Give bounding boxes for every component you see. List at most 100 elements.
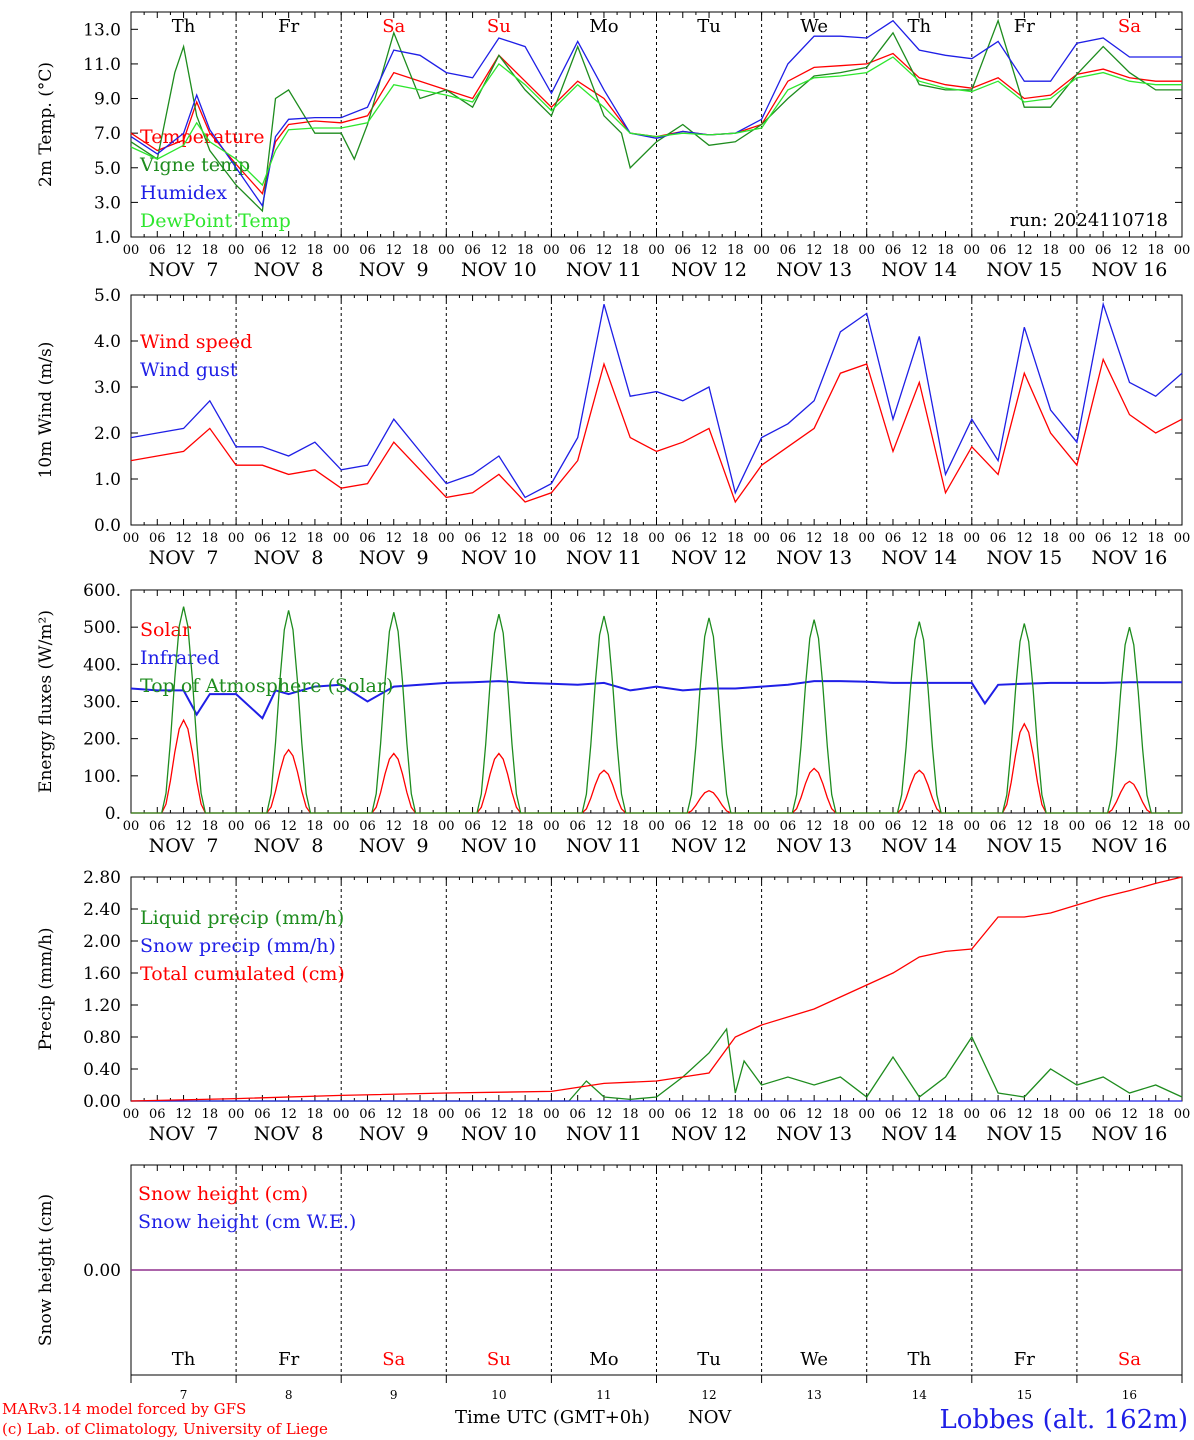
y-tick-label: 9.0 (94, 90, 121, 110)
y-axis-label: 10m Wind (m/s) (36, 342, 56, 479)
hour-tick-label: 06 (359, 531, 376, 546)
hour-tick-label: 06 (675, 819, 692, 834)
weekday-label: Sa (1118, 1349, 1141, 1370)
hour-tick-label: 00 (1069, 243, 1086, 258)
weekday-label: Mo (589, 16, 618, 37)
hour-tick-label: 18 (307, 531, 324, 546)
date-label: NOV 11 (566, 547, 642, 569)
date-label: NOV 10 (461, 1123, 537, 1145)
hour-tick-label: 18 (307, 243, 324, 258)
y-tick-label: 4.0 (94, 332, 121, 352)
hour-tick-label: 00 (333, 1107, 350, 1122)
hour-tick-label: 12 (596, 1107, 613, 1122)
y-axis-label: 2m Temp. (°C) (36, 62, 56, 187)
legend-entry: Wind gust (140, 359, 238, 381)
hour-tick-label: 06 (990, 531, 1007, 546)
day-number-label: 14 (912, 1388, 928, 1402)
hour-tick-label: 00 (648, 819, 665, 834)
credit-line-2: (c) Lab. of Climatology, University of L… (2, 1420, 328, 1438)
hour-tick-label: 06 (149, 531, 166, 546)
hour-tick-label: 06 (254, 819, 271, 834)
hour-tick-label: 18 (937, 531, 954, 546)
day-number-label: 11 (596, 1388, 611, 1402)
hour-tick-label: 00 (123, 243, 140, 258)
y-axis-label: Snow height (cm) (36, 1194, 56, 1346)
weekday-label: Fr (1014, 1349, 1035, 1370)
hour-tick-label: 12 (280, 1107, 297, 1122)
hour-tick-label: 00 (858, 819, 875, 834)
hour-tick-label: 06 (990, 243, 1007, 258)
hour-tick-label: 18 (832, 243, 849, 258)
hour-tick-label: 18 (202, 531, 219, 546)
hour-tick-label: 12 (1016, 531, 1033, 546)
hour-tick-label: 00 (648, 1107, 665, 1122)
hour-tick-label: 06 (569, 1107, 586, 1122)
day-number-label: 8 (285, 1388, 293, 1402)
hour-tick-label: 06 (1095, 243, 1112, 258)
hour-tick-label: 12 (596, 819, 613, 834)
hour-tick-label: 18 (937, 243, 954, 258)
hour-tick-label: 00 (1069, 819, 1086, 834)
date-label: NOV 13 (776, 547, 852, 569)
series-line-liquid-precip-mm-h- (131, 1027, 1183, 1102)
hour-tick-label: 00 (228, 819, 245, 834)
hour-tick-label: 00 (123, 531, 140, 546)
hour-tick-label: 00 (543, 243, 560, 258)
day-number-label: 12 (701, 1388, 716, 1402)
y-tick-label: 2.0 (94, 424, 121, 444)
weekday-label: Fr (278, 1349, 299, 1370)
hour-tick-label: 00 (228, 243, 245, 258)
hour-tick-label: 12 (701, 819, 718, 834)
panel-3: 0. 100. 200. 300. 400. 500. 600. Energy fluxes … (36, 581, 1190, 857)
date-label: NOV 13 (776, 1123, 852, 1145)
hour-tick-label: 12 (701, 243, 718, 258)
hour-tick-label: 06 (990, 819, 1007, 834)
hour-tick-label: 18 (727, 819, 744, 834)
hour-tick-label: 12 (491, 819, 508, 834)
series-line-wind-speed (130, 357, 1183, 504)
hour-tick-label: 00 (1069, 531, 1086, 546)
date-label: NOV 10 (461, 835, 537, 857)
hour-tick-label: 18 (412, 1107, 429, 1122)
hour-tick-label: 18 (1147, 531, 1164, 546)
hour-tick-label: 18 (202, 243, 219, 258)
time-axis-month: NOV (688, 1407, 732, 1428)
weekday-label: We (800, 16, 828, 37)
legend-entry: Snow height (cm W.E.) (138, 1211, 356, 1233)
hour-tick-label: 12 (280, 819, 297, 834)
hour-tick-label: 06 (254, 1107, 271, 1122)
y-tick-label: 11.0 (83, 55, 121, 75)
y-tick-label: 0. (105, 804, 121, 824)
hour-tick-label: 06 (359, 243, 376, 258)
hour-tick-label: 12 (175, 531, 192, 546)
date-label: NOV 16 (1092, 1123, 1168, 1145)
y-tick-label: 1.60 (83, 964, 121, 984)
legend-entry: Solar (140, 619, 192, 641)
weekday-label: Fr (278, 16, 299, 37)
hour-tick-label: 18 (412, 243, 429, 258)
date-label: NOV 11 (566, 259, 642, 281)
panel-2: 0.0 1.0 2.0 3.0 4.0 5.0 10m Wind (m/s) 00 06 12 18… (36, 286, 1190, 569)
day-number-label: 13 (807, 1388, 822, 1402)
hour-tick-label: 06 (1095, 1107, 1112, 1122)
hour-tick-label: 00 (753, 1107, 770, 1122)
hour-tick-label: 00 (858, 243, 875, 258)
y-tick-label: 0.00 (83, 1261, 121, 1281)
hour-tick-label: 18 (1042, 1107, 1059, 1122)
date-label: NOV 9 (359, 1123, 429, 1145)
legend-entry: Vigne temp (139, 154, 250, 176)
date-label: NOV 15 (986, 835, 1062, 857)
hour-tick-label: 00 (543, 1107, 560, 1122)
hour-tick-label: 00 (228, 1107, 245, 1122)
date-label: NOV 13 (776, 259, 852, 281)
hour-tick-label: 00 (964, 819, 981, 834)
y-axis-label: Precip (mm/h) (36, 927, 56, 1050)
weekday-label: Tu (697, 16, 721, 37)
date-label: NOV 12 (671, 259, 747, 281)
weekday-label: Sa (382, 16, 405, 37)
hour-tick-label: 06 (464, 531, 481, 546)
hour-tick-label: 06 (464, 819, 481, 834)
hour-tick-label: 00 (333, 531, 350, 546)
series-line-dewpoint-temp (130, 56, 1182, 187)
y-tick-label: 7.0 (94, 124, 121, 144)
